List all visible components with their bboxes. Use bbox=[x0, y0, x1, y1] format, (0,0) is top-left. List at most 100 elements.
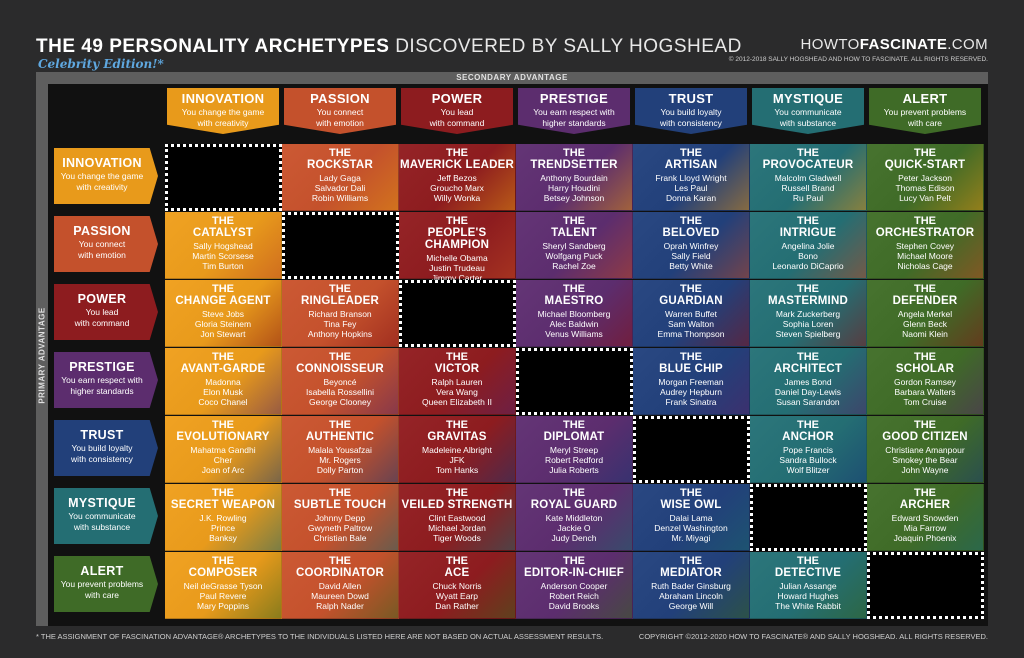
archetype-name: QUICK-START bbox=[884, 159, 966, 171]
archetype-cell[interactable]: THE CONNOISSEUR Beyoncé Isabella Rossellini… bbox=[282, 348, 399, 415]
row-header-desc: You change the game bbox=[60, 171, 144, 181]
archetype-cell[interactable]: THE ROYAL GUARD Kate Middleton Jackie O Judy… bbox=[516, 484, 633, 551]
archetype-people: Peter Jackson Thomas Edison Lucy Van Pelt bbox=[867, 173, 983, 203]
archetype-people: Angela Merkel Glenn Beck Naomi Klein bbox=[867, 309, 983, 339]
archetype-cell[interactable]: THE TRENDSETTER Anthony Bourdain Harry Houd… bbox=[516, 144, 633, 211]
archetype-name: ARCHITECT bbox=[773, 363, 843, 375]
celebrity-name: Alec Baldwin bbox=[549, 319, 599, 329]
celebrity-name: Glenn Beck bbox=[903, 319, 947, 329]
archetype-name: MASTERMIND bbox=[768, 295, 848, 307]
archetype-cell[interactable]: THE AUTHENTIC Malala Yousafzai Mr. Rogers Do… bbox=[282, 416, 399, 483]
archetype-people: Morgan Freeman Audrey Hepburn Frank Sinatr… bbox=[633, 377, 749, 407]
archetype-cell[interactable]: THE ORCHESTRATOR Stephen Covey Michael Moor… bbox=[867, 212, 984, 279]
archetype-cell[interactable]: THE BELOVED Oprah Winfrey Sally Field Betty … bbox=[633, 212, 750, 279]
archetype-cell[interactable]: THE ARCHITECT James Bond Daniel Day-Lewis Su… bbox=[750, 348, 867, 415]
column-header-desc: with substance bbox=[779, 118, 837, 128]
archetype-article: THE bbox=[563, 419, 585, 431]
row-header-desc: with care bbox=[84, 590, 119, 600]
archetype-name: CATALYST bbox=[192, 227, 254, 239]
archetype-people: David Allen Maureen Dowd Ralph Nader bbox=[282, 581, 398, 611]
archetype-cell[interactable]: THE MAVERICK LEADER Jeff Bezos Groucho Marx… bbox=[399, 144, 516, 211]
archetype-cell[interactable]: THE RINGLEADER Richard Branson Tina Fey Anth… bbox=[282, 280, 399, 347]
archetype-article: THE bbox=[329, 419, 351, 431]
celebrity-name: Julian Assange bbox=[779, 581, 837, 591]
archetype-cell[interactable]: THE PEOPLE'S CHAMPION Michelle Obama Justin… bbox=[399, 212, 516, 283]
archetype-cell[interactable]: THE SUBTLE TOUCH Johnny Depp Gwyneth Paltro… bbox=[282, 484, 399, 551]
archetype-name: CHANGE AGENT bbox=[175, 295, 271, 307]
celebrity-name: Audrey Hepburn bbox=[660, 387, 722, 397]
archetype-cell[interactable]: THE DIPLOMAT Meryl Streep Robert Redford Jul… bbox=[516, 416, 633, 483]
archetype-cell[interactable]: THE INTRIGUE Angelina Jolie Bono Leonardo Di… bbox=[750, 212, 867, 279]
archetype-article: THE bbox=[797, 419, 819, 431]
archetype-cell[interactable]: THE CHANGE AGENT Steve Jobs Gloria Steinem J… bbox=[165, 280, 282, 347]
archetype-cell[interactable]: THE VICTOR Ralph Lauren Vera Wang Queen Eliz… bbox=[399, 348, 516, 415]
archetype-cell[interactable]: THE SCHOLAR Gordon Ramsey Barbara Walters To… bbox=[867, 348, 984, 415]
empty-cell bbox=[399, 280, 516, 347]
archetype-cell[interactable]: THE DETECTIVE Julian Assange Howard Hughes T… bbox=[750, 552, 867, 619]
archetype-cell[interactable]: THE ROCKSTAR Lady Gaga Salvador Dali Robin W… bbox=[282, 144, 399, 211]
archetype-cell[interactable]: THE GRAVITAS Madeleine Albright JFK Tom Hank… bbox=[399, 416, 516, 483]
archetype-article: THE bbox=[212, 351, 234, 363]
archetype-cell[interactable]: THE WISE OWL Dalai Lama Denzel Washington Mr… bbox=[633, 484, 750, 551]
archetype-name: GRAVITAS bbox=[427, 431, 487, 443]
archetype-article: THE bbox=[329, 147, 351, 159]
celebrity-name: Howard Hughes bbox=[777, 591, 839, 601]
archetype-name: DETECTIVE bbox=[774, 567, 842, 579]
site-link[interactable]: HOWTOFASCINATE.COM bbox=[801, 36, 988, 53]
celebrity-name: Anderson Cooper bbox=[540, 581, 608, 591]
archetype-cell[interactable]: THE QUICK-START Peter Jackson Thomas Edison… bbox=[867, 144, 984, 211]
archetype-cell[interactable]: THE ARTISAN Frank Lloyd Wright Les Paul Donn… bbox=[633, 144, 750, 211]
celebrity-name: Peter Jackson bbox=[898, 173, 952, 183]
archetype-cell[interactable]: THE DEFENDER Angela Merkel Glenn Beck Naomi … bbox=[867, 280, 984, 347]
column-header-desc: with care bbox=[907, 118, 942, 128]
archetype-cell[interactable]: THE MASTERMIND Mark Zuckerberg Sophia Loren… bbox=[750, 280, 867, 347]
celebrity-name: Lucy Van Pelt bbox=[899, 193, 951, 203]
archetype-cell[interactable]: THE GUARDIAN Warren Buffet Sam Walton Emma T… bbox=[633, 280, 750, 347]
archetype-cell[interactable]: THE COMPOSER Neil deGrasse Tyson Paul Rever… bbox=[165, 552, 282, 619]
celebrity-name: David Allen bbox=[318, 581, 362, 591]
celebrity-name: Sophia Loren bbox=[782, 319, 834, 329]
archetype-cell[interactable]: THE ACE Chuck Norris Wyatt Earp Dan Rather bbox=[399, 552, 516, 619]
column-header-desc: You lead bbox=[440, 107, 474, 117]
archetype-cell[interactable]: THE TALENT Sheryl Sandberg Wolfgang Puck Rac… bbox=[516, 212, 633, 279]
archetype-name: SECRET WEAPON bbox=[170, 499, 276, 511]
row-header-desc: higher standards bbox=[70, 386, 134, 396]
celebrity-name: Rachel Zoe bbox=[552, 261, 596, 271]
archetype-name: VICTOR bbox=[434, 363, 480, 375]
archetype-article: THE bbox=[212, 555, 234, 567]
column-header-desc: with command bbox=[429, 118, 485, 128]
archetype-article: THE bbox=[212, 283, 234, 295]
row-header-desc: with command bbox=[74, 318, 130, 328]
archetype-people: Meryl Streep Robert Redford Julia Roberts bbox=[516, 445, 632, 475]
archetype-name: MEDIATOR bbox=[660, 567, 722, 579]
archetype-cell[interactable]: THE BLUE CHIP Morgan Freeman Audrey Hepburn… bbox=[633, 348, 750, 415]
archetype-name: GUARDIAN bbox=[659, 295, 723, 307]
archetype-name: ORCHESTRATOR bbox=[875, 227, 975, 239]
archetype-people: James Bond Daniel Day-Lewis Susan Sarandon bbox=[750, 377, 866, 407]
archetype-cell[interactable]: THE ARCHER Edward Snowden Mia Farrow Joaquin… bbox=[867, 484, 984, 551]
celebrity-name: Martin Scorsese bbox=[192, 251, 254, 261]
column-header-name: TRUST bbox=[668, 91, 714, 106]
archetype-cell[interactable]: THE ANCHOR Pope Francis Sandra Bullock Wolf … bbox=[750, 416, 867, 483]
archetype-article: THE bbox=[329, 487, 351, 499]
archetype-cell[interactable]: THE MAESTRO Michael Bloomberg Alec Baldwin V… bbox=[516, 280, 633, 347]
archetype-cell[interactable]: THE AVANT-GARDE Madonna Elon Musk Coco Chane… bbox=[165, 348, 282, 415]
archetype-article: THE bbox=[680, 283, 702, 295]
archetype-cell[interactable]: THE PROVOCATEUR Malcolm Gladwell Russell Br… bbox=[750, 144, 867, 211]
archetype-article: THE bbox=[680, 487, 702, 499]
celebrity-name: Angelina Jolie bbox=[781, 241, 835, 251]
archetype-cell[interactable]: THE SECRET WEAPON J.K. Rowling Prince Banksy bbox=[165, 484, 282, 551]
archetype-cell[interactable]: THE CATALYST Sally Hogshead Martin Scorsese… bbox=[165, 212, 282, 279]
archetype-cell[interactable]: THE EVOLUTIONARY Mahatma Gandhi Cher Joan of… bbox=[165, 416, 282, 483]
archetype-cell[interactable]: THE MEDIATOR Ruth Bader Ginsburg Abraham Li… bbox=[633, 552, 750, 619]
archetype-cell[interactable]: THE COORDINATOR David Allen Maureen Dowd Ral… bbox=[282, 552, 399, 619]
archetype-cell[interactable]: THE VEILED STRENGTH Clint Eastwood Michael … bbox=[399, 484, 516, 551]
archetype-cell[interactable]: THE EDITOR-IN-CHIEF Anderson Cooper Robert … bbox=[516, 552, 633, 619]
archetype-name: SUBTLE TOUCH bbox=[293, 499, 387, 511]
archetype-article: THE bbox=[797, 283, 819, 295]
celebrity-name: Les Paul bbox=[674, 183, 708, 193]
row-header-desc: with creativity bbox=[76, 182, 128, 192]
empty-cell bbox=[165, 144, 282, 211]
archetype-cell[interactable]: THE GOOD CITIZEN Christiane Amanpour Smokey… bbox=[867, 416, 984, 483]
archetype-article: THE bbox=[563, 283, 585, 295]
